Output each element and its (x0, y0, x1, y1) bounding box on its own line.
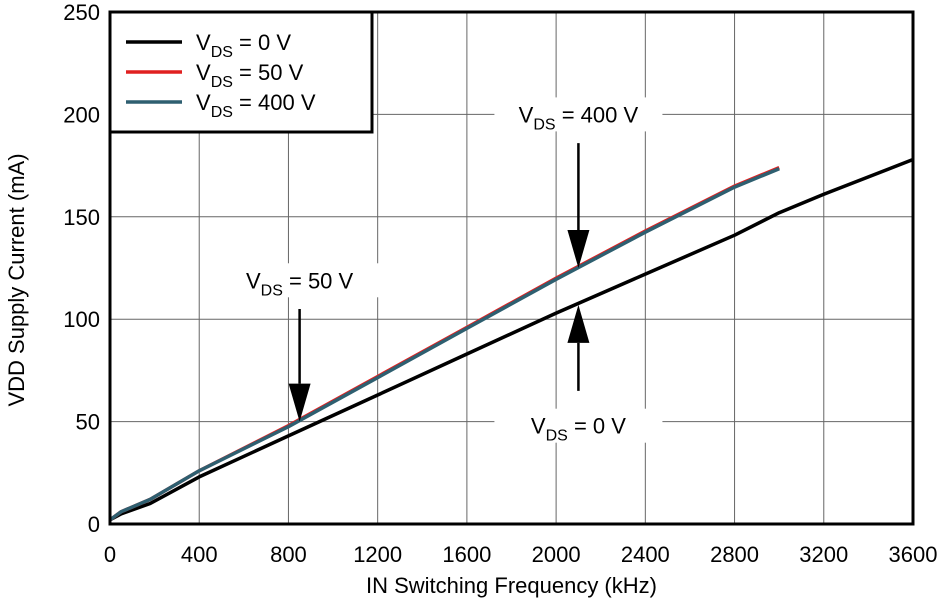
y-tick-label: 50 (76, 410, 100, 435)
series-layer (108, 157, 914, 522)
annotation-arrow-head (567, 230, 590, 268)
annotation-bg (494, 408, 663, 443)
x-tick-label: 2400 (621, 542, 670, 567)
legend-entry-2: VDS = 400 V (196, 90, 316, 121)
x-tick-label: 3200 (799, 542, 848, 567)
x-tick-label: 2800 (710, 542, 759, 567)
annotation-bg (494, 97, 663, 132)
x-axis-title: IN Switching Frequency (kHz) (366, 573, 657, 598)
y-tick-label: 150 (63, 205, 100, 230)
legend-entry-1: VDS = 50 V (196, 60, 304, 91)
x-tick-label: 1600 (442, 542, 491, 567)
y-tick-label: 250 (63, 0, 100, 25)
y-axis-title: VDD Supply Current (mA) (4, 153, 29, 406)
x-tick-label: 400 (181, 542, 218, 567)
x-tick-label: 1200 (353, 542, 402, 567)
plot-frame (108, 10, 915, 526)
y-tick-label: 0 (88, 512, 100, 537)
annotation-arrow-head (567, 304, 590, 343)
x-tick-label: 800 (270, 542, 307, 567)
series-line-2 (108, 167, 780, 522)
annotation-bg (215, 263, 384, 298)
y-tick-label: 100 (63, 307, 100, 332)
annotation-label: VDS = 0 V (531, 414, 626, 445)
tick-labels: 0 400 800 1200 1600 2000 2400 2800 3200 3600 0 50 10… (63, 0, 937, 567)
annotation-arrow-head (288, 383, 311, 422)
annotation-label: VDS = 400 V (519, 102, 639, 133)
series-line-0 (109, 157, 914, 522)
x-tick-label: 2000 (532, 542, 581, 567)
legend-entry-0: VDS = 0 V (196, 30, 291, 61)
x-tick-label: 3600 (889, 542, 938, 567)
annotation-label: VDS = 50 V (246, 268, 354, 299)
annotation-layer: VDS = 400 V VDS = 50 V VDS = 0 V (215, 97, 663, 445)
x-tick-label: 0 (104, 542, 116, 567)
y-tick-label: 200 (63, 102, 100, 127)
